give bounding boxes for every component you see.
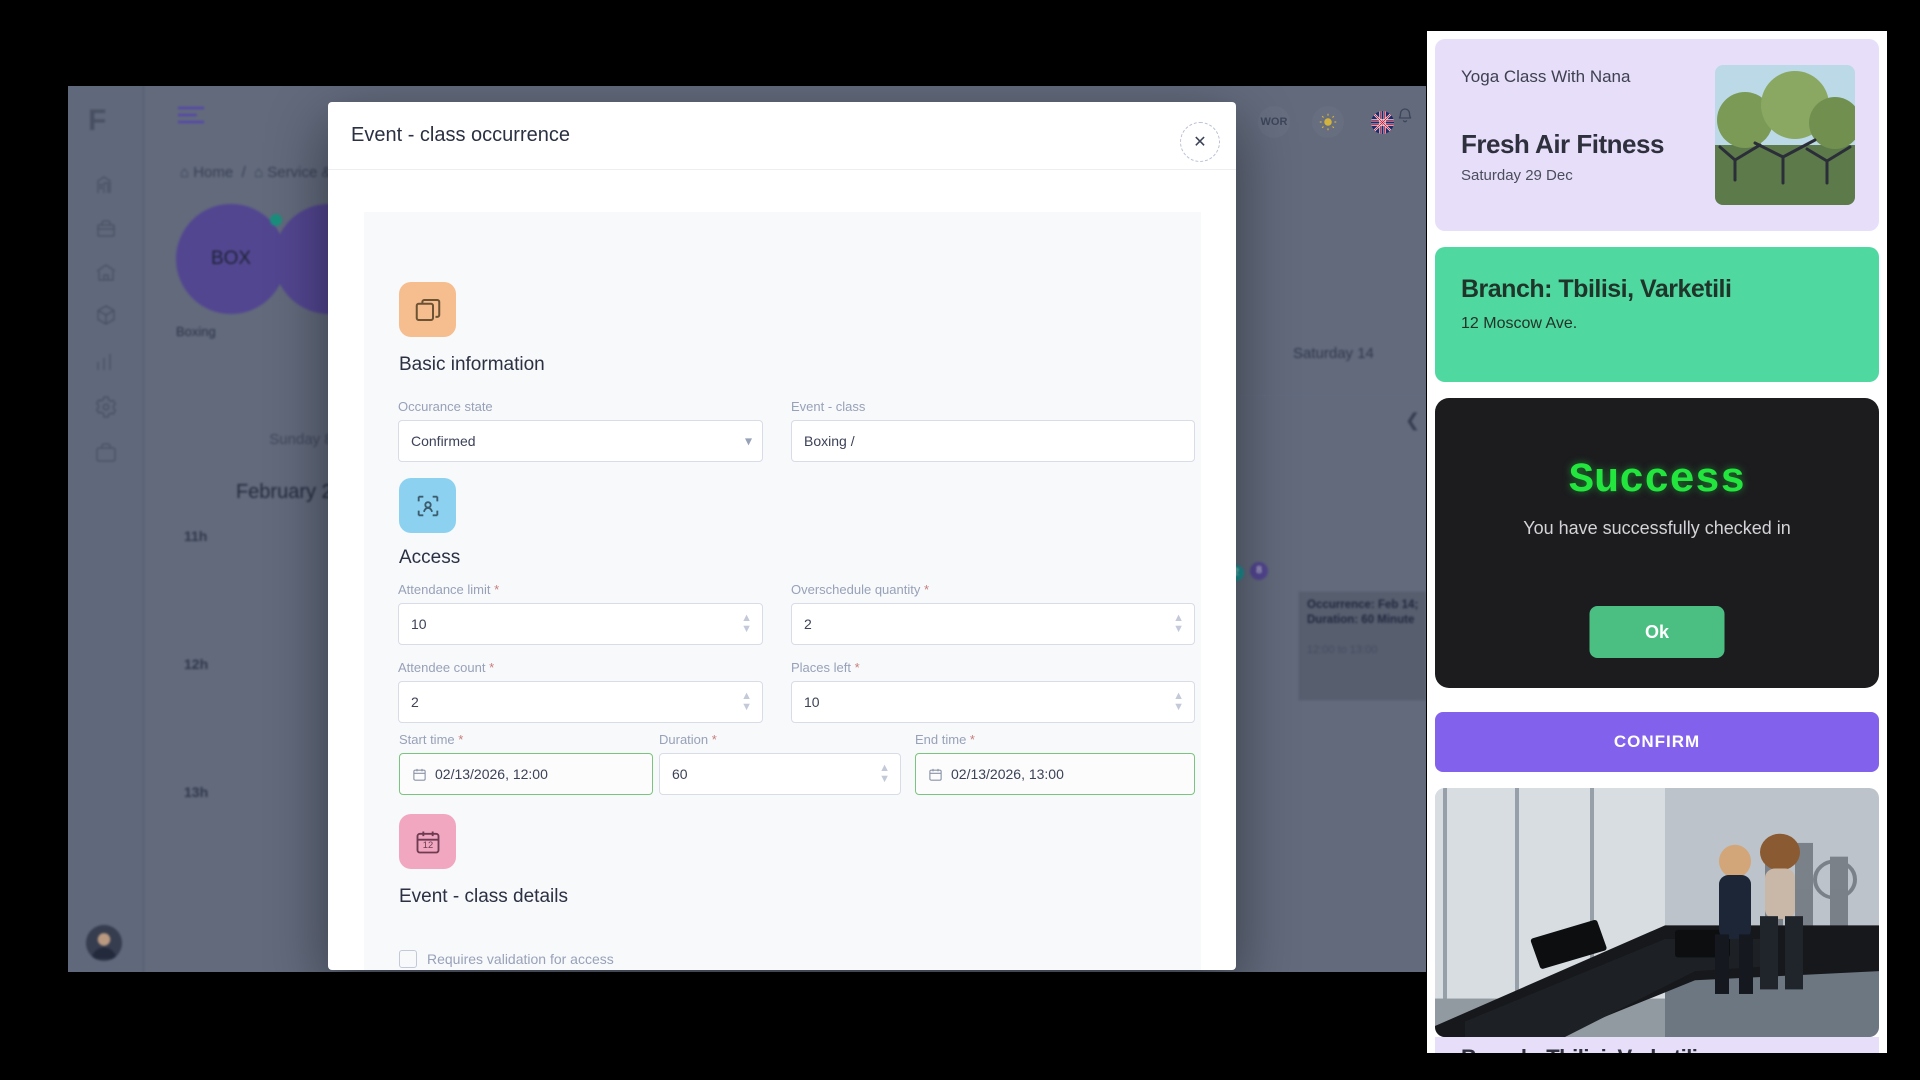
svg-text:12: 12 xyxy=(422,839,432,849)
